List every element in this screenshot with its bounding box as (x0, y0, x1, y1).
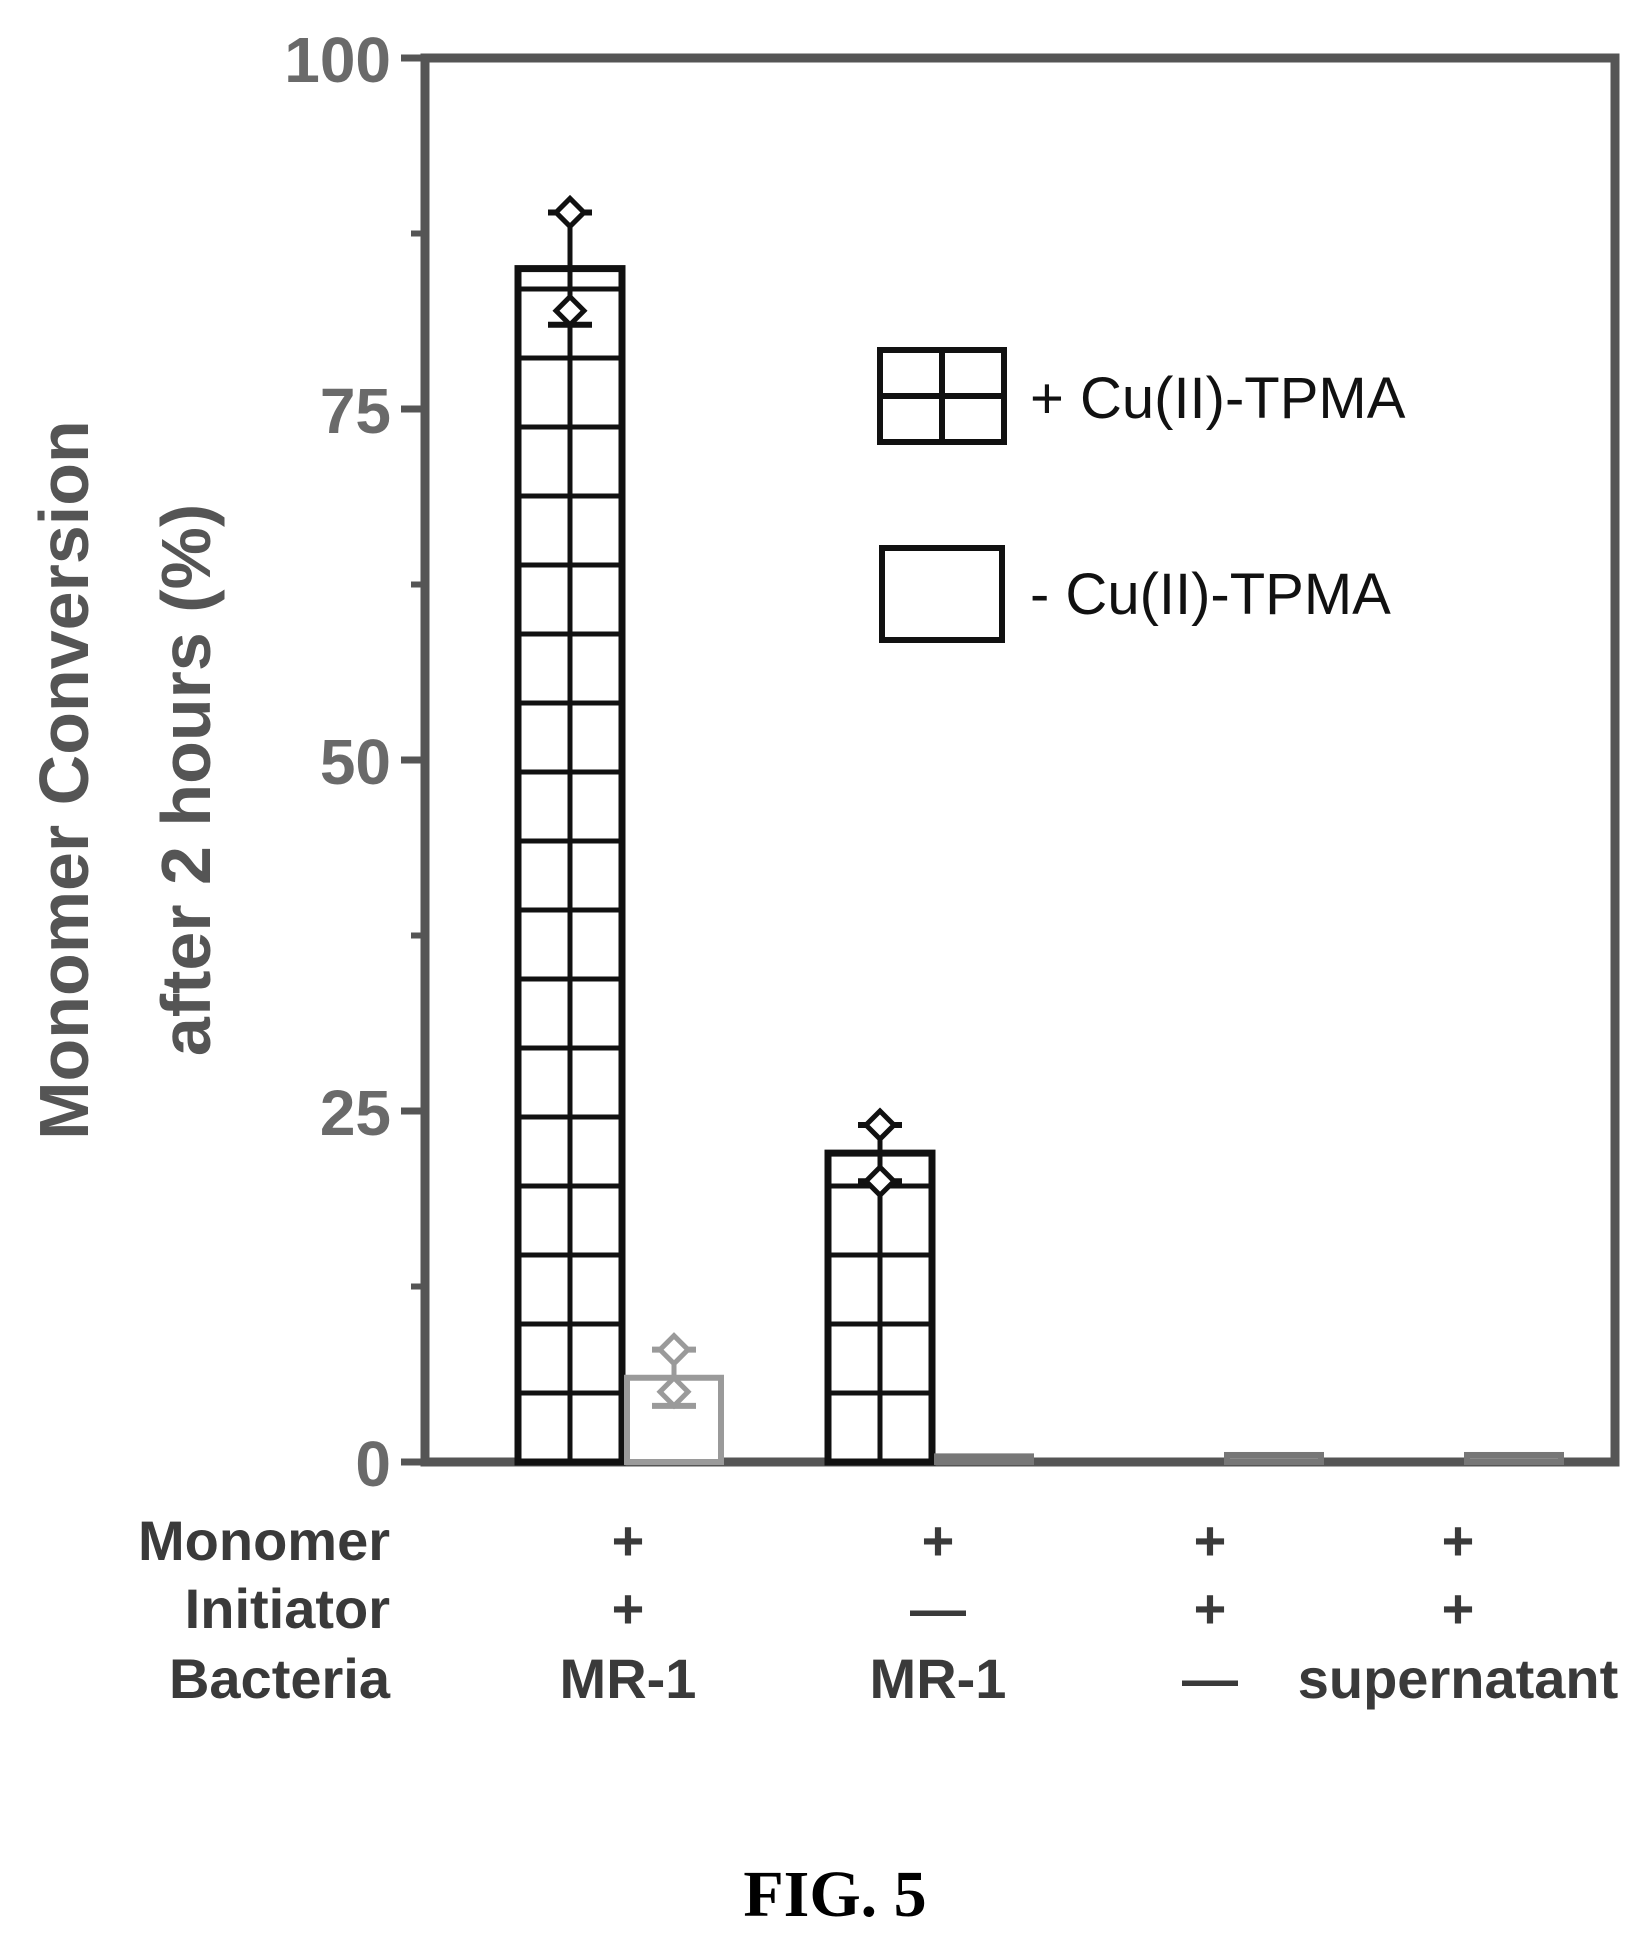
condition-cell: + (1194, 1577, 1227, 1640)
y-tick-label: 0 (355, 1428, 391, 1500)
condition-row-label: Bacteria (169, 1647, 391, 1710)
condition-cell: supernatant (1298, 1647, 1619, 1710)
condition-cell: + (612, 1509, 645, 1572)
data-point (656, 1374, 692, 1410)
condition-cell: + (1442, 1577, 1475, 1640)
legend-swatch-cu-minus (879, 545, 1005, 643)
data-point (552, 194, 588, 230)
condition-row-label: Monomer (138, 1509, 390, 1572)
condition-cell: + (922, 1509, 955, 1572)
y-axis-label-line-2: after 2 hours (%) (147, 504, 225, 1056)
y-axis: 0 25 50 75 100 (284, 24, 425, 1500)
condition-cell: + (612, 1577, 645, 1640)
data-point (552, 293, 588, 329)
condition-cell: — (1182, 1647, 1238, 1710)
condition-table: MonomerInitiatorBacteria++MR-1+—MR-1++—+… (138, 1509, 1618, 1710)
y-tick-label: 100 (284, 24, 391, 96)
y-tick-label: 25 (320, 1077, 391, 1149)
figure-caption: FIG. 5 (743, 1858, 926, 1931)
y-axis-label-line-1: Monomer Conversion (25, 420, 103, 1140)
legend: + Cu(II)-TPMA - Cu(II)-TPMA (877, 347, 1406, 643)
condition-cell: — (910, 1577, 966, 1640)
bar (934, 1453, 1034, 1466)
bar (1224, 1451, 1324, 1465)
y-tick-label: 50 (320, 726, 391, 798)
condition-cell: + (1194, 1509, 1227, 1572)
bar (1464, 1451, 1564, 1465)
data-point (862, 1107, 898, 1143)
condition-cell: MR-1 (870, 1647, 1007, 1710)
data-point (656, 1332, 692, 1368)
plot-area (420, 53, 1620, 1467)
condition-cell: + (1442, 1509, 1475, 1572)
condition-cell: MR-1 (560, 1647, 697, 1710)
y-tick-label: 75 (320, 375, 391, 447)
legend-label-cu-minus: - Cu(II)-TPMA (1030, 562, 1391, 627)
legend-label-cu-plus: + Cu(II)-TPMA (1030, 366, 1406, 431)
data-point (862, 1163, 898, 1199)
condition-row-label: Initiator (185, 1577, 390, 1640)
legend-swatch-cu-plus (877, 347, 1007, 445)
